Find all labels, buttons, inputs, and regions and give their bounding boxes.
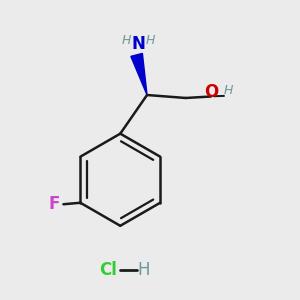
Text: H: H: [224, 84, 233, 98]
Text: H: H: [122, 34, 131, 46]
Text: Cl: Cl: [100, 261, 117, 279]
Text: N: N: [131, 35, 145, 53]
Text: H: H: [137, 261, 149, 279]
Polygon shape: [131, 53, 147, 95]
Text: O: O: [204, 83, 219, 101]
Text: H: H: [145, 34, 155, 46]
Text: F: F: [49, 195, 60, 213]
